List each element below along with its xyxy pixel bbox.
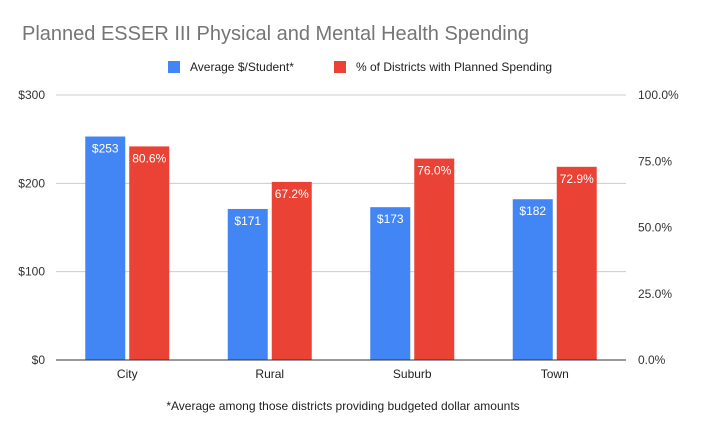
bar-percent (271, 181, 312, 360)
y2-tick-label: 0.0% (638, 353, 666, 367)
data-label: 72.9% (560, 172, 594, 186)
bar-average (227, 208, 268, 360)
y2-tick-label: 75.0% (638, 154, 672, 168)
y-tick-label: $200 (18, 176, 45, 190)
data-label: 76.0% (417, 164, 451, 178)
legend-label-percent: % of Districts with Planned Spending (356, 60, 552, 74)
bars: $253 80.6% $171 67.2% $173 76.0% $182 72.9% (56, 136, 626, 361)
y-axis-left: $0 $100 $200 $300 (18, 88, 45, 367)
x-category-label: Suburb (393, 367, 432, 381)
bar-average (512, 199, 553, 360)
y-tick-label: $100 (18, 265, 45, 279)
y-axis-right: 0.0% 25.0% 50.0% 75.0% 100.0% (638, 88, 679, 367)
bar-average (85, 136, 126, 360)
y2-tick-label: 50.0% (638, 221, 672, 235)
x-category-label: City (117, 367, 138, 381)
y2-tick-label: 100.0% (638, 88, 679, 102)
legend: Average $/Student* % of Districts with P… (168, 60, 552, 74)
bar-percent (129, 146, 170, 360)
y-tick-label: $300 (18, 88, 45, 102)
y2-tick-label: 25.0% (638, 287, 672, 301)
y-tick-label: $0 (32, 353, 46, 367)
data-label: 80.6% (132, 151, 166, 165)
x-category-label: Town (541, 367, 569, 381)
bar-percent (414, 158, 455, 360)
data-label: 67.2% (275, 187, 309, 201)
legend-swatch-average (168, 61, 180, 73)
x-axis-categories: City Rural Suburb Town (117, 367, 569, 381)
data-label: $173 (377, 212, 404, 226)
x-category-label: Rural (255, 367, 284, 381)
legend-swatch-percent (334, 61, 346, 73)
chart-title: Planned ESSER III Physical and Mental He… (22, 23, 529, 45)
bar-percent (556, 166, 597, 360)
bar-average (370, 207, 411, 360)
data-label: $253 (92, 142, 119, 156)
chart-footnote: *Average among those districts providing… (166, 399, 519, 413)
legend-label-average: Average $/Student* (190, 60, 294, 74)
data-label: $171 (234, 214, 261, 228)
data-label: $182 (519, 204, 546, 218)
